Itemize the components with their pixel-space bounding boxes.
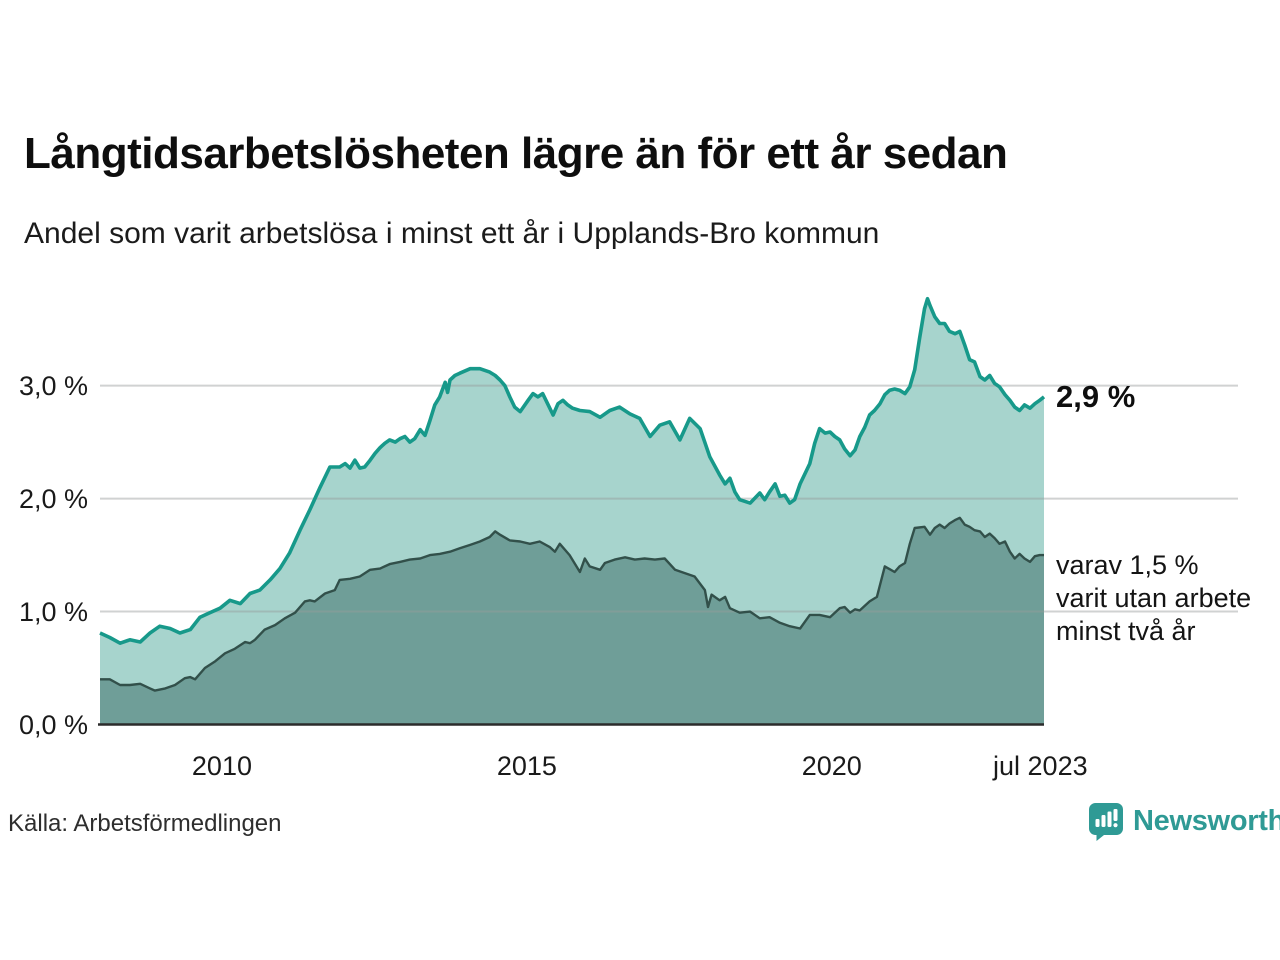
annotation-two-year-line1: varav 1,5 %: [1056, 550, 1199, 580]
y-axis-tick-20: 2,0 %: [18, 483, 88, 514]
source-attribution: Källa: Arbetsförmedlingen: [8, 810, 282, 837]
annotation-two-year-line2: varit utan arbete: [1056, 582, 1252, 613]
newsworthy-brand: Newsworthy: [1087, 801, 1280, 841]
page-subtitle: Andel som varit arbetslösa i minst ett å…: [24, 217, 880, 250]
y-axis-tick-30: 3,0 %: [18, 370, 88, 401]
page-title: Långtidsarbetslösheten lägre än för ett …: [24, 129, 1008, 178]
series-total-line: [99, 296, 1046, 645]
annotation-two-year-value: varav 1,5 % varit utan arbete minst två …: [1056, 549, 1251, 648]
annotation-two-year-line3: minst två år: [1056, 615, 1196, 646]
newsworthy-wordmark: Newsworthy: [1133, 804, 1280, 837]
series-two-year-line: [100, 516, 1044, 692]
y-axis-tick-10: 1,0 %: [18, 596, 88, 627]
x-axis-tick-2015: 2015: [496, 751, 557, 781]
series-two-year-area: [100, 517, 1044, 725]
x-axis-tick-jul-2023: jul 2023: [993, 751, 1088, 781]
newsworthy-logo-icon: [1089, 803, 1123, 841]
x-axis-tick-2010: 2010: [191, 751, 252, 781]
y-axis-tick-00: 0,0 %: [18, 709, 88, 740]
logo-bar-chart-glyph: [1095, 809, 1118, 828]
annotation-total-value: 2,9 %: [1056, 379, 1136, 414]
x-axis-tick-2020: 2020: [801, 751, 862, 781]
